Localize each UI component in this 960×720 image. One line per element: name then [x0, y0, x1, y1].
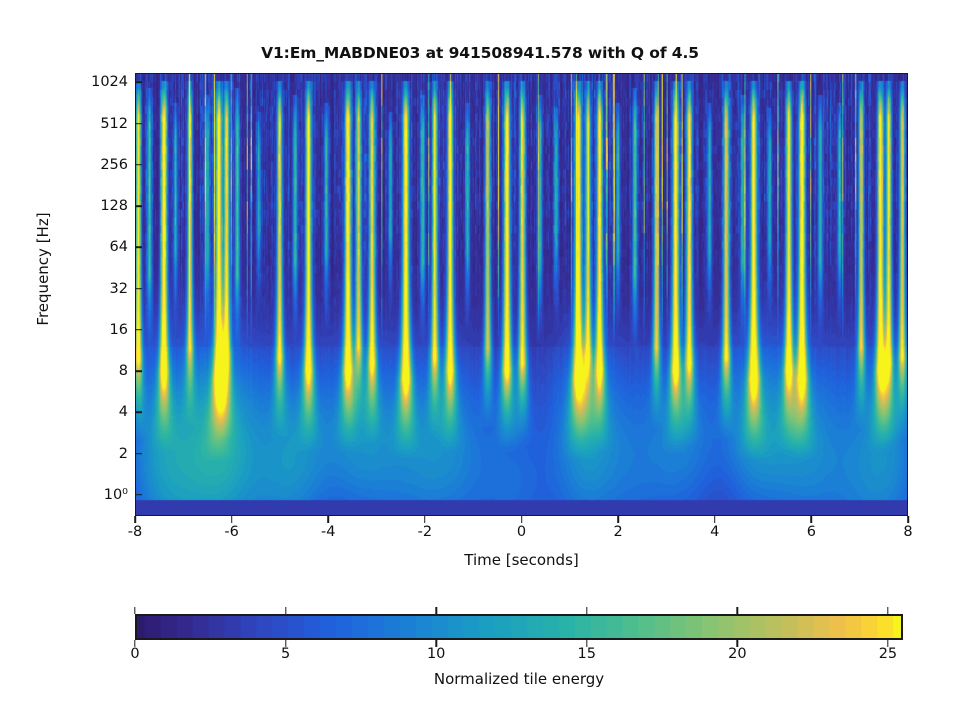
y-tick-label: 10⁰ [103, 486, 128, 503]
colorbar-tick-mark [435, 640, 437, 647]
x-tick-label: -2 [417, 524, 433, 540]
y-tick-mark [135, 205, 142, 207]
y-tick-label: 1024 [91, 74, 128, 91]
spectrogram-image [136, 74, 907, 515]
colorbar-tick-label: 0 [130, 646, 140, 662]
colorbar-tick-mark [284, 607, 287, 614]
y-axis-ticks: 1024 512 256 128 64 32 16 8 4 2 10⁰ [62, 0, 128, 720]
y-tick-label: 64 [109, 239, 128, 256]
y-axis-label: Frequency [Hz] [34, 212, 52, 326]
y-tick-mark [135, 329, 142, 331]
y-tick-label: 4 [118, 404, 128, 421]
x-tick-mark [134, 516, 136, 523]
x-tick-mark [327, 516, 330, 523]
colorbar-tick-mark [284, 640, 287, 647]
colorbar-image [137, 616, 901, 638]
y-tick-label: 128 [100, 198, 128, 215]
y-tick-mark [135, 287, 142, 290]
y-tick-label: 256 [100, 156, 128, 173]
x-tick-label: -6 [224, 524, 239, 540]
x-tick-mark [810, 516, 813, 523]
x-tick-mark [617, 516, 619, 523]
x-tick-label: -4 [321, 524, 336, 540]
x-tick-label: -8 [127, 524, 143, 540]
x-tick-label: 4 [710, 524, 720, 540]
spectrogram-axes[interactable] [135, 73, 908, 516]
y-tick-label: 512 [100, 115, 128, 132]
y-tick-label: 2 [118, 445, 128, 462]
colorbar-tick-mark [887, 640, 889, 647]
colorbar-tick-mark [586, 607, 588, 614]
colorbar-gradient [135, 614, 903, 640]
y-tick-mark [135, 411, 142, 414]
x-tick-label: 2 [613, 524, 623, 540]
y-tick-mark [135, 370, 142, 372]
colorbar-tick-label: 15 [577, 646, 596, 662]
colorbar-tick-label: 5 [280, 646, 291, 662]
x-tick-mark [520, 516, 523, 523]
x-tick-mark [713, 516, 716, 523]
colorbar-tick-label: 10 [426, 646, 446, 662]
x-tick-label: 6 [806, 524, 816, 540]
x-tick-label: 8 [903, 524, 913, 540]
x-axis-label: Time [seconds] [464, 551, 579, 569]
x-tick-mark [424, 516, 426, 523]
colorbar-tick-mark [435, 607, 437, 614]
y-tick-mark [135, 246, 142, 249]
colorbar-label: Normalized tile energy [433, 670, 605, 688]
y-tick-mark [135, 122, 142, 125]
y-tick-mark [135, 493, 142, 496]
y-tick-mark [135, 452, 142, 455]
colorbar-tick-mark [586, 640, 588, 647]
y-tick-mark [135, 164, 142, 166]
colorbar[interactable] [134, 607, 903, 647]
colorbar-tick-label: 25 [878, 646, 898, 662]
colorbar-tick-mark [134, 607, 136, 614]
y-tick-label: 16 [109, 321, 128, 338]
y-tick-label: 32 [109, 280, 128, 297]
page-title: V1:Em_MABDNE03 at 941508941.578 with Q o… [261, 44, 699, 62]
colorbar-tick-mark [887, 607, 889, 614]
x-tick-mark [230, 516, 233, 523]
y-tick-label: 8 [118, 363, 128, 380]
x-tick-label: 0 [516, 524, 527, 540]
colorbar-tick-mark [134, 640, 136, 647]
x-tick-mark [907, 516, 909, 523]
colorbar-tick-mark [736, 607, 739, 614]
colorbar-tick-mark [736, 640, 739, 647]
y-tick-mark [135, 81, 142, 84]
colorbar-tick-label: 20 [728, 646, 747, 662]
